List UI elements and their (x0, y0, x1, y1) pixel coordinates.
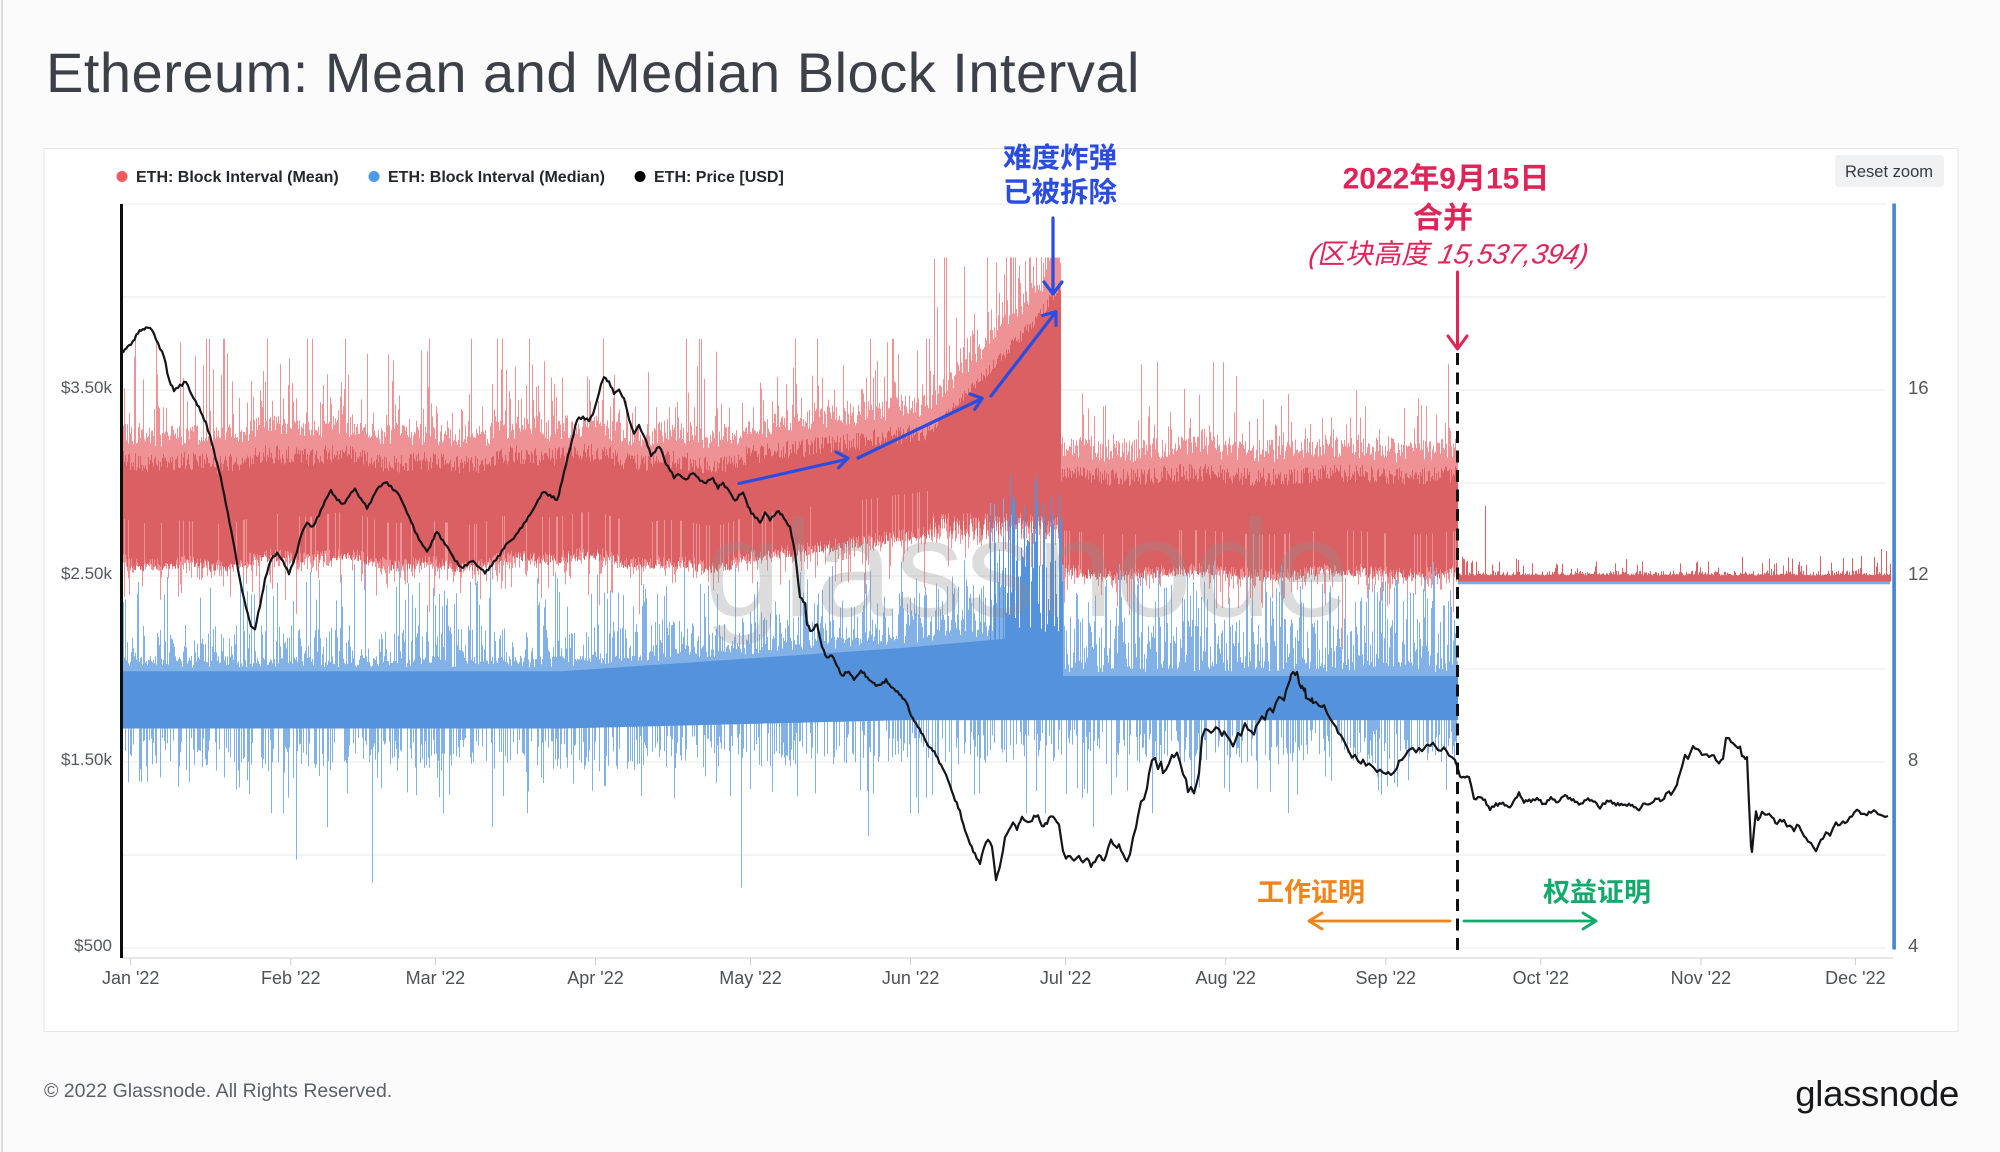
svg-text:Ethereum: Mean and Median Bloc: Ethereum: Mean and Median Block Interval (46, 41, 1140, 104)
svg-text:Nov '22: Nov '22 (1671, 968, 1731, 988)
svg-text:Jun '22: Jun '22 (882, 968, 939, 988)
svg-text:$500: $500 (74, 936, 112, 955)
svg-text:15: 15 (1486, 163, 1519, 196)
svg-text:$3.50k: $3.50k (61, 378, 113, 397)
svg-text:Jan '22: Jan '22 (102, 968, 159, 988)
svg-text:May '22: May '22 (719, 968, 781, 988)
svg-text:glassnode: glassnode (704, 492, 1351, 646)
svg-text:Feb '22: Feb '22 (261, 968, 320, 988)
svg-text:16: 16 (1908, 377, 1929, 398)
svg-text:Jul '22: Jul '22 (1040, 968, 1091, 988)
svg-text:ETH: Block Interval (Mean): ETH: Block Interval (Mean) (136, 169, 339, 186)
svg-text:Apr '22: Apr '22 (567, 968, 623, 988)
svg-text:$1.50k: $1.50k (61, 750, 113, 769)
svg-text:Dec '22: Dec '22 (1825, 968, 1885, 988)
svg-text:Reset zoom: Reset zoom (1845, 163, 1933, 181)
svg-text:Oct '22: Oct '22 (1513, 968, 1569, 988)
svg-text:12: 12 (1908, 563, 1929, 584)
svg-text:Mar '22: Mar '22 (406, 968, 465, 988)
svg-text:Aug '22: Aug '22 (1195, 968, 1256, 988)
svg-text:$2.50k: $2.50k (61, 564, 113, 583)
svg-text:8: 8 (1908, 749, 1918, 770)
svg-text:2022: 2022 (1343, 163, 1410, 196)
svg-text:4: 4 (1908, 935, 1918, 956)
svg-text:© 2022 Glassnode. All Rights R: © 2022 Glassnode. All Rights Reserved. (44, 1080, 392, 1102)
svg-text:ETH: Block Interval (Median): ETH: Block Interval (Median) (388, 169, 605, 186)
svg-text:ETH: Price [USD]: ETH: Price [USD] (654, 169, 784, 186)
svg-text:Sep '22: Sep '22 (1356, 968, 1417, 988)
svg-text:glassnode: glassnode (1795, 1073, 1959, 1114)
svg-text:15,537,394): 15,537,394) (1436, 238, 1592, 270)
svg-text:9: 9 (1439, 163, 1456, 196)
